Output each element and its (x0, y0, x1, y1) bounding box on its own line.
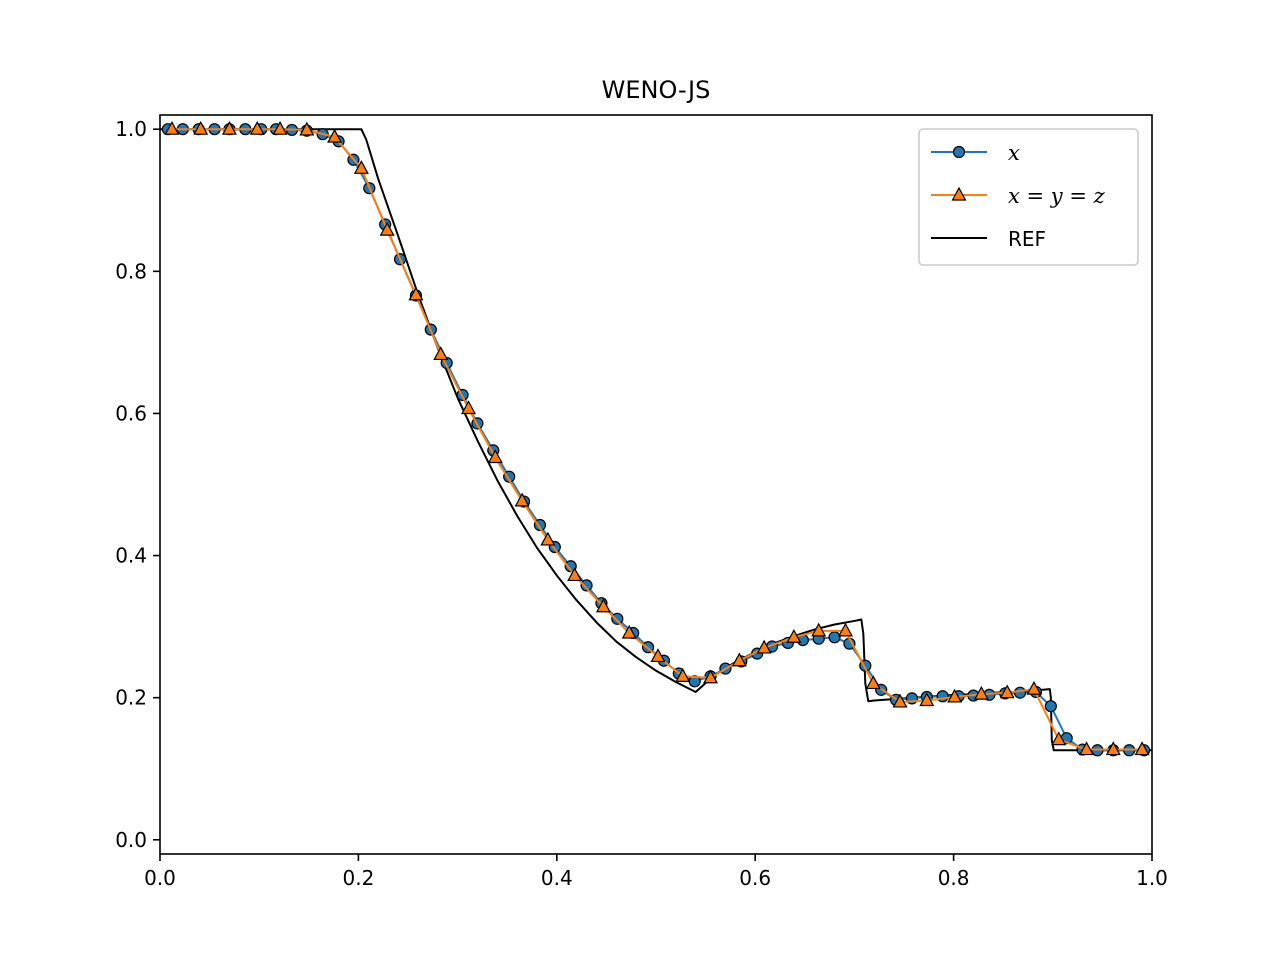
data-point-xyz (221, 120, 237, 135)
data-point-xyz (272, 120, 288, 135)
data-point-xyz (892, 693, 908, 708)
data-point-xyz (786, 629, 802, 643)
data-point-xyz (487, 449, 503, 464)
x-tick-label: 1.0 (1136, 866, 1168, 890)
y-axis: 0.0 0.2 0.4 0.6 0.8 1.0 (115, 117, 160, 852)
data-point-xyz (811, 622, 827, 637)
y-tick-label: 0.6 (115, 401, 147, 425)
data-point-xyz (193, 120, 209, 135)
x-tick-label: 0.0 (144, 866, 176, 890)
plot-frame (159, 114, 1153, 855)
x-tick-label: 0.6 (739, 866, 771, 890)
data-point-xyz (164, 120, 180, 135)
data-point-xyz (595, 598, 611, 613)
data-point-x (611, 612, 624, 625)
plot-area (160, 120, 1152, 757)
data-point-xyz (999, 684, 1015, 699)
data-point-xyz (1079, 741, 1095, 756)
data-point-xyz (1051, 731, 1067, 746)
data-point-xyz (675, 668, 691, 682)
legend-label-xyz: x = y = z (1008, 184, 1106, 208)
y-tick-label: 0.0 (115, 828, 147, 852)
data-point-xyz (865, 675, 881, 690)
data-point-xyz (327, 128, 343, 143)
y-tick-label: 0.2 (115, 686, 147, 710)
legend: x x = y = z REF (918, 128, 1139, 266)
data-point-xyz (461, 400, 477, 415)
y-tick-label: 0.8 (115, 259, 147, 283)
data-point-xyz (249, 120, 265, 135)
legend-label-ref: REF (1008, 227, 1046, 251)
data-point-xyz (756, 639, 772, 654)
legend-marker-circle (952, 145, 966, 159)
data-point-x (828, 631, 841, 644)
data-point-xyz (919, 692, 935, 707)
legend-label-x: x (1008, 141, 1020, 165)
data-point-xyz (731, 652, 747, 667)
data-point-xyz (408, 286, 424, 301)
data-point-xyz (433, 346, 449, 361)
x-tick-label: 0.8 (938, 866, 970, 890)
data-point-xyz (540, 531, 556, 546)
data-point-xyz (1134, 741, 1150, 756)
series-line-ref (160, 128, 1152, 752)
legend-marker-triangle (951, 186, 967, 201)
data-point-xyz (299, 121, 315, 136)
data-point-xyz (973, 685, 989, 700)
data-point-xyz (650, 648, 666, 663)
y-tick-label: 1.0 (115, 117, 147, 141)
x-tick-label: 0.2 (342, 866, 374, 890)
data-point-x (580, 579, 593, 592)
chart-title: WENO-JS (602, 76, 711, 104)
legend-box (918, 128, 1139, 266)
data-point-x (1044, 700, 1057, 713)
data-point-xyz (379, 221, 395, 236)
data-point-xyz (1026, 680, 1042, 695)
x-tick-label: 0.4 (541, 866, 573, 890)
data-point-xyz (837, 622, 853, 637)
data-point-xyz (621, 624, 637, 639)
data-point-x (936, 690, 949, 703)
data-point-xyz (353, 160, 369, 174)
data-point-x (1013, 686, 1027, 699)
data-point-xyz (703, 669, 719, 684)
y-tick-label: 0.4 (115, 544, 147, 568)
data-point-xyz (567, 567, 583, 582)
x-axis: 0.0 0.2 0.4 0.6 0.8 1.0 (144, 854, 1168, 890)
data-point-xyz (1105, 741, 1121, 756)
data-point-xyz (947, 688, 963, 703)
data-point-xyz (514, 492, 530, 507)
